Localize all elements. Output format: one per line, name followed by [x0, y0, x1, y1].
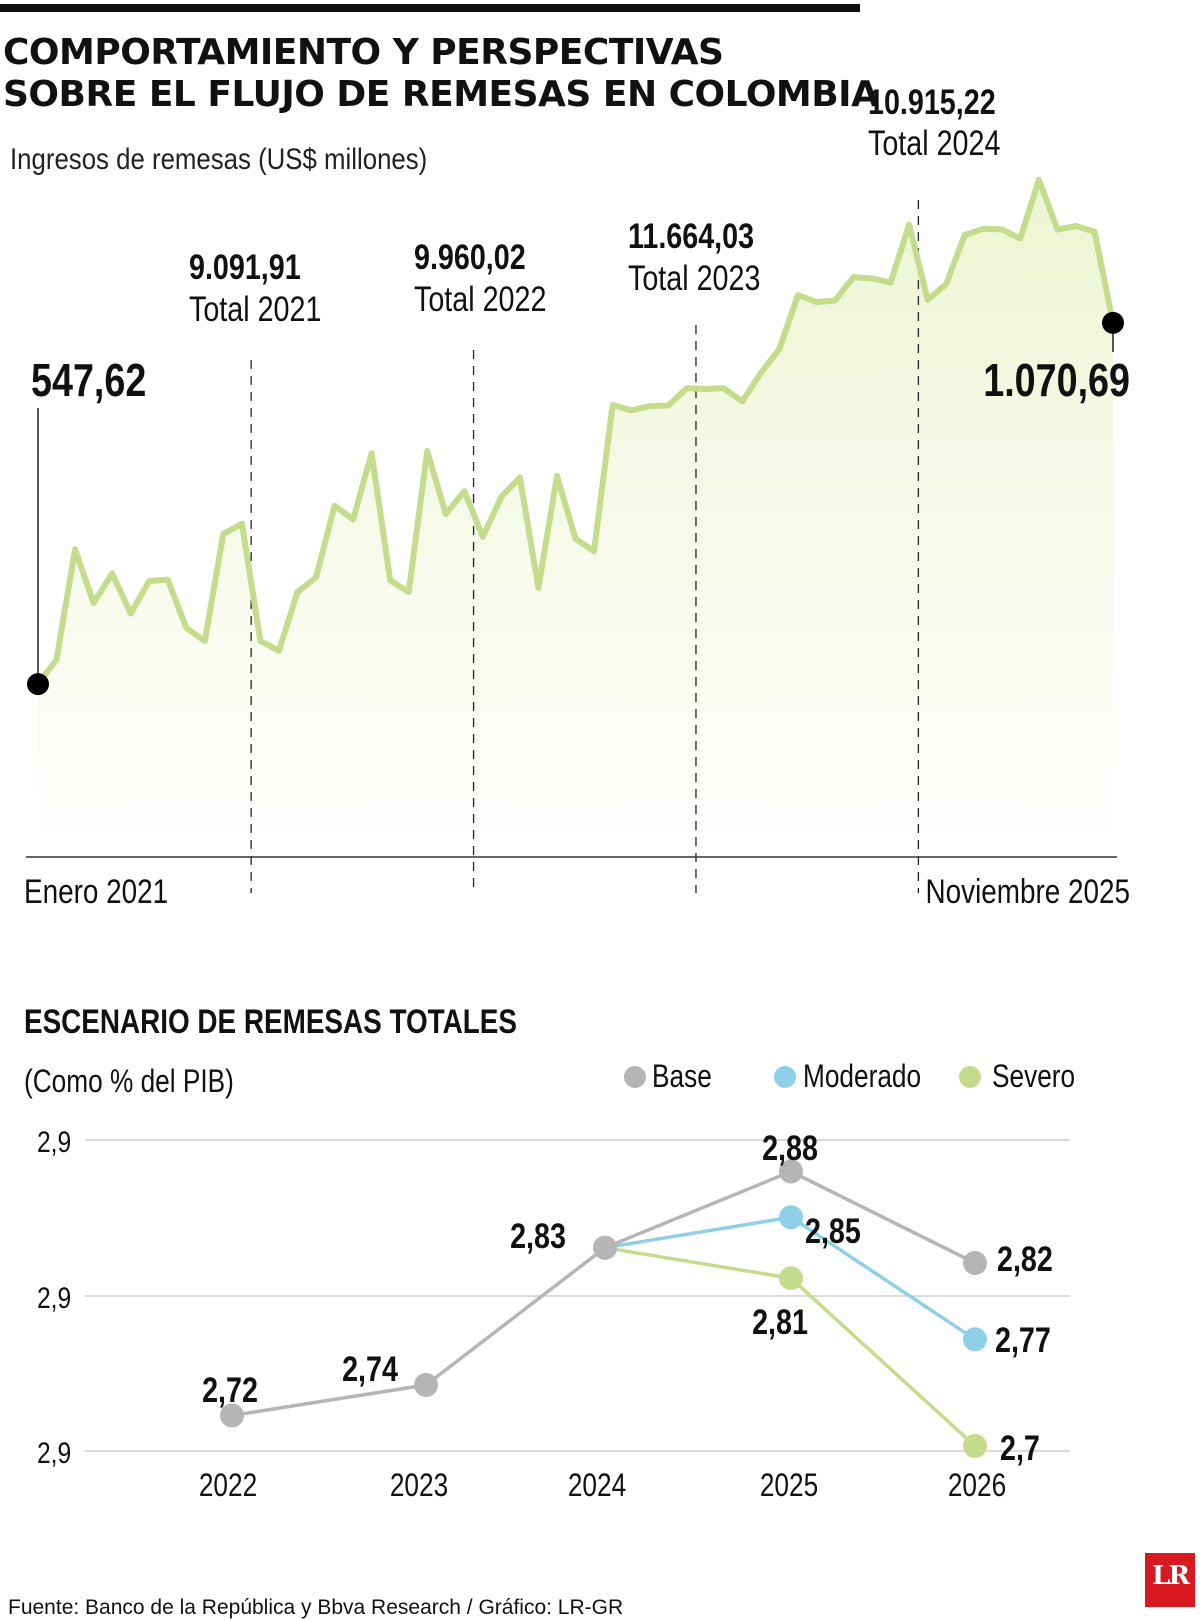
- last-value-label: 1.070,69: [983, 354, 1130, 405]
- annual-total-year: Total 2022: [414, 279, 546, 318]
- top-rule: [0, 4, 860, 12]
- data-label-moderado: 2,85: [805, 1211, 861, 1250]
- legend-swatch-severo: [959, 1066, 981, 1088]
- point-moderado: [963, 1327, 987, 1352]
- title-line-2: SOBRE EL FLUJO DE REMESAS EN COLOMBIA: [3, 74, 879, 115]
- data-label-base: 2,88: [762, 1128, 818, 1167]
- title-line-1: COMPORTAMIENTO Y PERSPECTIVAS: [3, 32, 724, 73]
- lr-logo-text: LR: [1152, 1561, 1190, 1591]
- legend-swatch-moderado: [774, 1066, 796, 1088]
- point-base: [414, 1373, 438, 1397]
- data-label-severo: 2,7: [1000, 1428, 1040, 1467]
- source-note: Fuente: Banco de la República y Bbva Res…: [8, 1596, 624, 1619]
- point-base: [779, 1159, 803, 1184]
- x-tick-label: 2026: [948, 1469, 1006, 1504]
- first-value-label: 547,62: [31, 354, 146, 405]
- y-tick-label: 2,9: [37, 1281, 71, 1315]
- annual-total-value: 9.091,91: [189, 247, 301, 286]
- data-label-base: 2,74: [342, 1349, 398, 1388]
- legend-label-base: Base: [652, 1060, 712, 1095]
- scenario-ylabel: (Como % del PIB): [24, 1065, 234, 1100]
- x-tick-label: 2022: [199, 1469, 257, 1504]
- data-label-moderado: 2,77: [995, 1320, 1051, 1359]
- data-label-base: 2,82: [997, 1239, 1053, 1278]
- point-severo: [963, 1434, 987, 1458]
- annual-total-value: 10.915,22: [868, 82, 996, 121]
- scenario-line-chart: ESCENARIO DE REMESAS TOTALES (Como % del …: [24, 1002, 1075, 1504]
- data-label-base: 2,72: [202, 1370, 258, 1409]
- point-base: [220, 1403, 244, 1428]
- annual-total-year: Total 2023: [628, 258, 760, 297]
- legend-label-moderado: Moderado: [803, 1060, 921, 1095]
- x-tick-label: 2023: [390, 1469, 448, 1504]
- x-tick-label: 2025: [760, 1469, 818, 1504]
- y-tick-label: 2,9: [37, 1436, 71, 1470]
- lr-logo: LR: [1145, 1553, 1195, 1607]
- scenario-title: ESCENARIO DE REMESAS TOTALES: [24, 1002, 517, 1040]
- annual-total-year: Total 2021: [189, 289, 321, 328]
- last-point-dot: [1102, 311, 1124, 334]
- end-date-label: Noviembre 2025: [926, 872, 1130, 910]
- chart-subtitle: Ingresos de remesas (US$ millones): [10, 143, 428, 176]
- data-label-severo: 2,81: [752, 1302, 808, 1341]
- series-line: [35, 176, 1116, 688]
- x-tick-label: 2024: [568, 1469, 626, 1504]
- area-fill: [38, 179, 1113, 857]
- annual-total-value: 11.664,03: [628, 216, 754, 255]
- legend-swatch-base: [624, 1066, 646, 1088]
- first-point-dot: [27, 673, 49, 696]
- point-base: [963, 1251, 987, 1275]
- annual-total-value: 9.960,02: [414, 237, 526, 276]
- y-tick-label: 2,9: [37, 1125, 71, 1159]
- legend-label-severo: Severo: [992, 1060, 1075, 1095]
- page-title: COMPORTAMIENTO Y PERSPECTIVAS SOBRE EL F…: [3, 32, 879, 116]
- point-moderado: [779, 1205, 803, 1230]
- start-date-label: Enero 2021: [24, 872, 168, 910]
- point-severo: [779, 1266, 803, 1291]
- annual-total-year: Total 2024: [868, 123, 1000, 162]
- point-base: [593, 1235, 617, 1260]
- data-label-base: 2,83: [510, 1216, 566, 1255]
